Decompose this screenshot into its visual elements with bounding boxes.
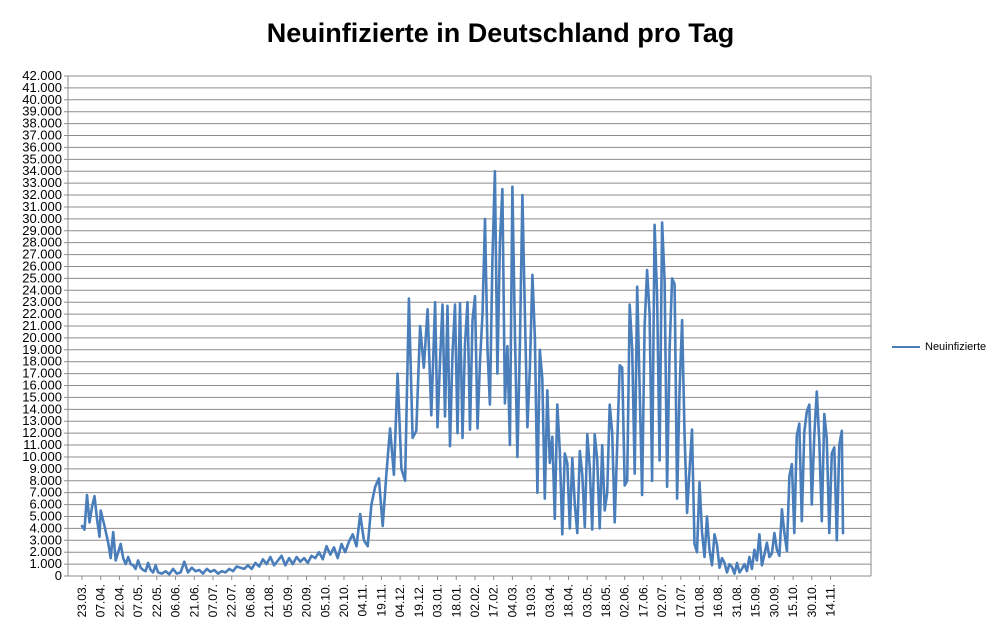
y-tick-label: 6.000 xyxy=(29,497,62,512)
y-tick-label: 1.000 xyxy=(29,556,62,571)
x-tick-label: 07.07. xyxy=(206,584,220,617)
x-tick-label: 04.03. xyxy=(505,584,519,617)
x-tick-label: 17.06. xyxy=(636,584,650,617)
y-tick-label: 41.000 xyxy=(22,80,62,95)
x-tick-label: 07.05. xyxy=(131,584,145,617)
y-tick-label: 0 xyxy=(55,568,62,583)
legend-swatch xyxy=(892,346,920,348)
y-tick-label: 20.000 xyxy=(22,330,62,345)
x-tick-label: 19.12. xyxy=(412,584,426,617)
x-tick-labels: 23.03. 07.04. 22.04. 07.05. 22.05. 06.06. 21.0… xyxy=(75,584,838,617)
y-tick-label: 40.000 xyxy=(22,92,62,107)
x-tick-label: 18.05. xyxy=(599,584,613,617)
x-tick-label: 06.06. xyxy=(169,584,183,617)
y-tick-label: 11.000 xyxy=(23,437,62,452)
x-tick-label: 31.08. xyxy=(730,584,744,617)
y-tick-label: 10.000 xyxy=(22,449,62,464)
x-tick-label: 17.02. xyxy=(487,584,501,617)
y-tick-label: 3.000 xyxy=(29,532,62,547)
x-tick-label: 21.08. xyxy=(262,584,276,617)
x-tick-label: 05.09. xyxy=(281,584,295,617)
series-line-neuinfizierte xyxy=(80,169,845,576)
y-tick-label: 24.000 xyxy=(22,282,62,297)
y-tick-label: 42.000 xyxy=(22,68,62,83)
y-tick-label: 33.000 xyxy=(22,175,62,190)
y-tick-label: 28.000 xyxy=(22,235,62,250)
x-tick-label: 15.09. xyxy=(749,584,763,617)
x-tick-label: 07.04. xyxy=(94,584,108,617)
x-tick-label: 04.11. xyxy=(356,584,370,616)
x-tick-label: 23.03. xyxy=(75,584,89,617)
x-tick-label: 06.08. xyxy=(243,584,257,617)
x-tick-label: 22.07. xyxy=(225,584,239,617)
legend: Neuinfizierte xyxy=(892,341,986,353)
y-tick-label: 2.000 xyxy=(29,544,62,559)
y-tick-label: 38.000 xyxy=(22,116,62,131)
axis-layer xyxy=(64,75,872,580)
y-tick-label: 23.000 xyxy=(22,294,62,309)
x-tick-label: 03.01. xyxy=(431,584,445,617)
y-tick-label: 31.000 xyxy=(22,199,62,214)
x-tick-label: 04.12. xyxy=(393,584,407,617)
x-tick-label: 19.03. xyxy=(524,584,538,617)
y-tick-label: 32.000 xyxy=(22,187,62,202)
chart-title: Neuinfizierte in Deutschland pro Tag xyxy=(266,18,735,48)
y-tick-label: 16.000 xyxy=(22,378,62,393)
y-tick-labels: 01.0002.0003.0004.0005.0006.0007.0008.00… xyxy=(22,68,62,583)
x-tick-label: 03.05. xyxy=(580,584,594,617)
y-tick-label: 4.000 xyxy=(29,520,62,535)
x-tick-label: 02.07. xyxy=(655,584,669,617)
y-tick-label: 25.000 xyxy=(22,270,62,285)
x-tick-label: 19.11. xyxy=(374,584,388,616)
y-tick-label: 18.000 xyxy=(22,354,62,369)
x-tick-label: 05.10. xyxy=(318,584,332,617)
x-tick-label: 18.04. xyxy=(562,584,576,617)
series-layer xyxy=(80,169,845,576)
y-tick-label: 7.000 xyxy=(29,485,62,500)
y-tick-label: 37.000 xyxy=(22,128,62,143)
y-tick-label: 8.000 xyxy=(29,473,62,488)
x-tick-label: 22.04. xyxy=(112,584,126,617)
y-tick-label: 15.000 xyxy=(22,389,62,404)
x-tick-label: 18.01. xyxy=(449,584,463,617)
x-tick-label: 21.06. xyxy=(187,584,201,617)
y-tick-label: 12.000 xyxy=(22,425,62,440)
x-tick-label: 02.02. xyxy=(468,584,482,617)
x-tick-label: 03.04. xyxy=(543,584,557,617)
x-tick-label: 20.10. xyxy=(337,584,351,617)
y-tick-label: 34.000 xyxy=(22,163,62,178)
y-tick-label: 9.000 xyxy=(29,461,62,476)
y-tick-label: 17.000 xyxy=(22,366,62,381)
x-tick-label: 20.09. xyxy=(300,584,314,617)
y-tick-label: 5.000 xyxy=(29,508,62,523)
y-tick-label: 13.000 xyxy=(22,413,62,428)
y-tick-label: 30.000 xyxy=(22,211,62,226)
x-tick-label: 14.11. xyxy=(824,584,838,616)
y-tick-label: 35.000 xyxy=(22,151,62,166)
x-tick-label: 02.06. xyxy=(618,584,632,617)
x-tick-label: 01.08. xyxy=(693,584,707,617)
y-tick-label: 19.000 xyxy=(22,342,62,357)
y-tick-label: 29.000 xyxy=(22,223,62,238)
x-tick-label: 16.08. xyxy=(711,584,725,617)
x-tick-label: 15.10. xyxy=(786,584,800,617)
x-tick-label: 22.05. xyxy=(150,584,164,617)
y-tick-label: 36.000 xyxy=(22,139,62,154)
y-tick-label: 22.000 xyxy=(22,306,62,321)
legend-label: Neuinfizierte xyxy=(925,341,987,353)
y-tick-label: 21.000 xyxy=(22,318,62,333)
y-tick-label: 26.000 xyxy=(22,258,62,273)
x-tick-label: 17.07. xyxy=(674,584,688,617)
x-tick-label: 30.09. xyxy=(767,584,781,617)
y-tick-label: 27.000 xyxy=(22,247,62,262)
y-tick-label: 14.000 xyxy=(22,401,62,416)
x-tick-label: 30.10. xyxy=(805,584,819,617)
grid-layer xyxy=(68,75,871,565)
y-tick-label: 39.000 xyxy=(22,104,62,119)
